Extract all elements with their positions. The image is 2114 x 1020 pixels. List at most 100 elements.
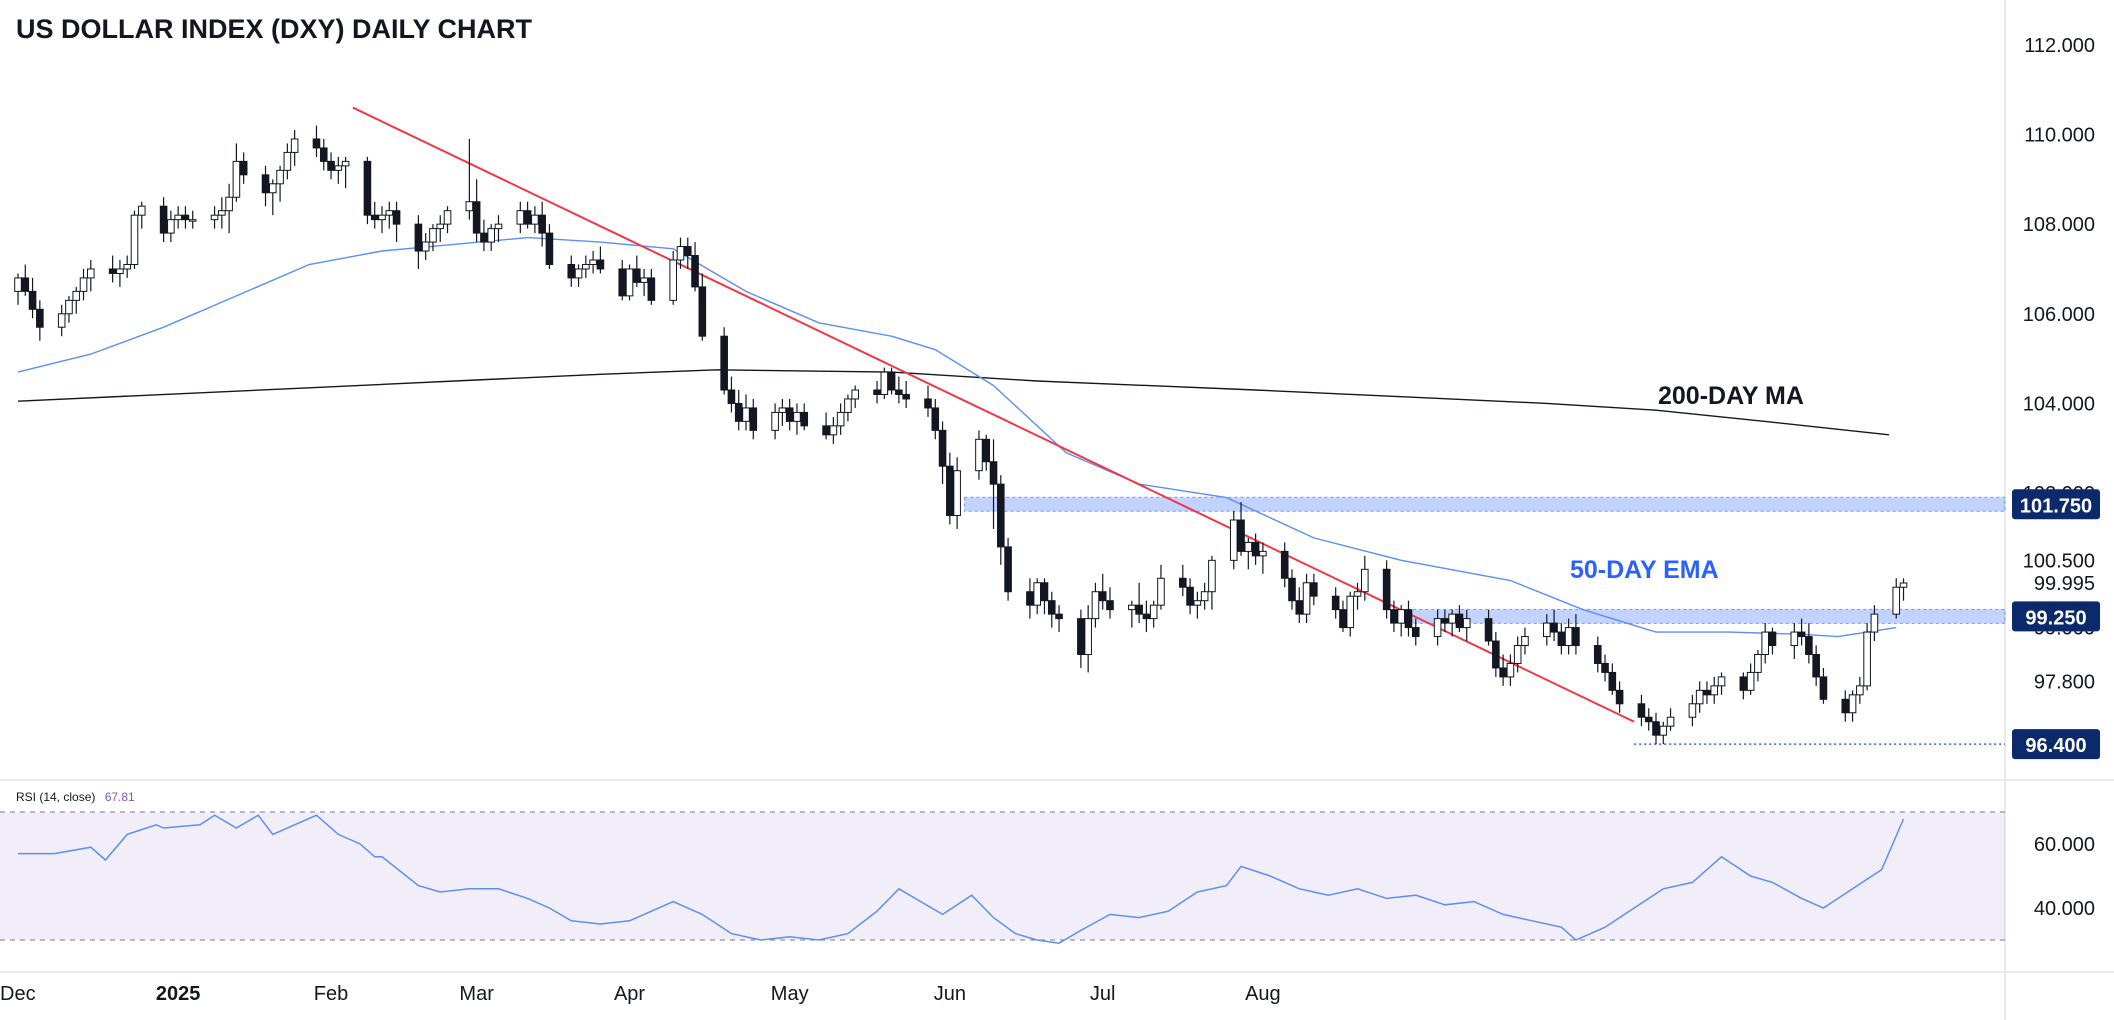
candle-body-up [1448, 613, 1456, 624]
candle-body-up [1848, 694, 1857, 714]
candle-body-down [1106, 600, 1114, 611]
candle-body-up [385, 210, 394, 216]
candle [327, 152, 335, 180]
candle-body-down [691, 255, 699, 288]
candle-body-down [363, 160, 372, 216]
candle [1601, 654, 1609, 682]
candle [1863, 623, 1871, 691]
candle [174, 206, 182, 229]
moving-averages [17, 236, 1897, 638]
candle-body-up [669, 259, 678, 301]
candle-body-up [421, 241, 430, 252]
candle-body-down [1280, 550, 1289, 579]
candle [1280, 542, 1289, 588]
candle [1026, 578, 1034, 619]
candle [1572, 614, 1580, 655]
candle-body-down [618, 268, 627, 297]
candle-body-up [516, 210, 525, 225]
candle-body-up [1666, 716, 1675, 727]
candle-body-down [1492, 640, 1500, 669]
candle [1455, 605, 1464, 633]
candle-body-up [1193, 600, 1202, 606]
candle-body-up [116, 268, 124, 274]
rsi-legend-name: RSI (14, close) [16, 790, 95, 804]
candle [946, 452, 954, 525]
rsi-tick-label: 40.000 [2034, 898, 2095, 920]
level-label-box [2012, 489, 2100, 520]
candle-body-up [531, 214, 539, 225]
candle-body-down [1841, 698, 1850, 714]
candle-body-down [239, 160, 248, 176]
candle-body-down [1390, 609, 1398, 624]
candle [997, 475, 1005, 565]
candle-body-down [472, 201, 481, 234]
candle [269, 179, 277, 216]
candle [1251, 533, 1260, 565]
candle [1841, 690, 1850, 722]
candle [1310, 573, 1318, 606]
candle [523, 201, 532, 229]
candle-body-up [1433, 618, 1442, 638]
candle [1157, 564, 1165, 610]
candle-body-down [683, 246, 692, 257]
candle-body-up [137, 205, 146, 216]
candle-body-up [771, 411, 779, 431]
candle [1397, 605, 1406, 637]
candle-body-up [589, 259, 597, 265]
candle-body-down [1608, 671, 1617, 691]
candles [14, 125, 1908, 745]
candle-body-down [1295, 600, 1304, 615]
candle-body-up [465, 201, 474, 212]
candle [1055, 605, 1063, 633]
candle-body-up [582, 263, 590, 270]
candle [1004, 537, 1012, 601]
candle [1899, 578, 1908, 601]
candle-body-down [1637, 703, 1646, 718]
candle [1805, 623, 1813, 664]
candle [1499, 654, 1507, 686]
candle [225, 183, 233, 234]
candle-body-down [1411, 627, 1420, 638]
candle [633, 255, 641, 287]
candle [421, 233, 430, 260]
candle [429, 224, 437, 252]
candle [487, 224, 495, 252]
candle [1644, 708, 1653, 731]
time-tick-label: Jul [1090, 983, 1116, 1005]
candle-body-down [1098, 591, 1107, 602]
candle [1543, 614, 1551, 646]
candle [188, 210, 197, 229]
candle-body-down [480, 232, 488, 243]
candle-body-up [793, 411, 801, 422]
candle-body-up [1259, 550, 1267, 557]
price-tick-label: 104.000 [2023, 393, 2095, 415]
candle-body-up [378, 214, 386, 221]
candle [793, 403, 801, 435]
candle [1513, 636, 1522, 673]
candle-body-up [341, 160, 350, 167]
candle [785, 398, 794, 431]
candle-body-down [1135, 604, 1143, 615]
candle-body-down [1310, 582, 1318, 597]
candle [1040, 578, 1049, 615]
candle [1521, 627, 1529, 655]
candle [392, 201, 401, 243]
candle-body-up [1892, 586, 1901, 615]
candle-body-down [1615, 689, 1624, 705]
candle-body-down [392, 210, 401, 225]
candle-body-down [327, 160, 335, 171]
candle [14, 273, 22, 305]
candle [1186, 578, 1194, 615]
candle [1688, 694, 1697, 727]
candle [1135, 582, 1143, 624]
candle-body-up [1790, 631, 1799, 647]
candle [1870, 605, 1879, 642]
candle [1666, 708, 1675, 731]
candle-body-down [924, 398, 932, 409]
candle [57, 304, 66, 337]
candle [880, 367, 889, 399]
candle-body-down [545, 232, 554, 265]
candle [887, 367, 896, 395]
candle [1484, 609, 1493, 646]
candle [647, 268, 656, 305]
